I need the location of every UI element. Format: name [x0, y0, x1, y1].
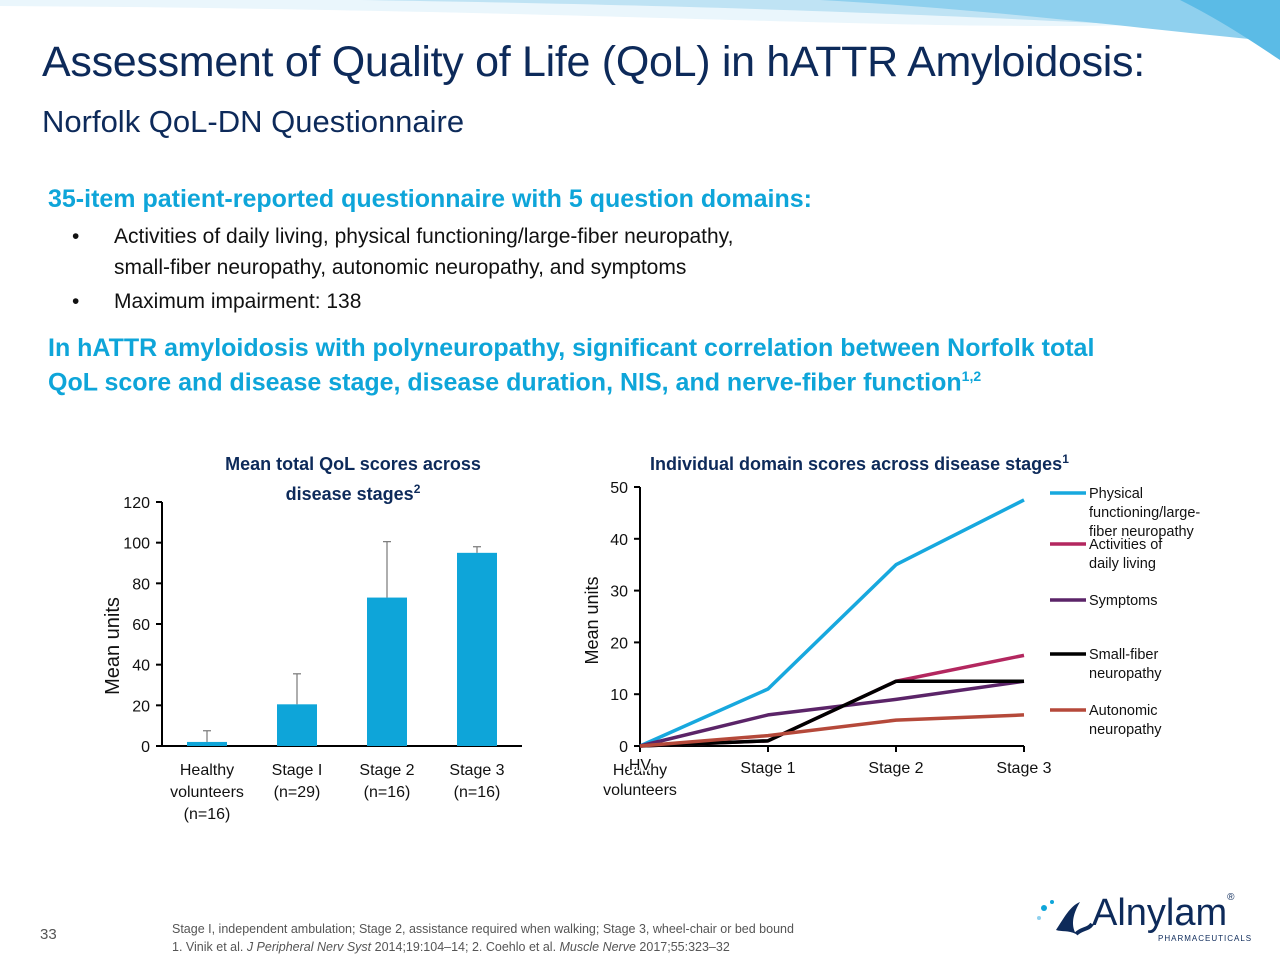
x-category-label: (n=16) — [454, 784, 501, 801]
bar-chart-title-line1: Mean total QoL scores across — [225, 454, 481, 474]
x-category-label: volunteers — [170, 784, 244, 801]
legend-label: fiber neuropathy — [1089, 524, 1195, 540]
footnote-references: 1. Vinik et al. J Peripheral Nerv Syst 2… — [172, 940, 730, 954]
bar-chart-title-line2: disease stages2 — [285, 482, 421, 504]
series-line — [639, 713, 1025, 748]
series-line — [639, 498, 1025, 748]
bullet-text: Maximum impairment: 138 — [114, 290, 362, 313]
logo-registered: ® — [1227, 892, 1235, 903]
series-line — [639, 679, 1024, 748]
y-axis-label: Mean units — [582, 576, 602, 664]
y-tick-label: 100 — [123, 536, 150, 553]
legend-label: functioning/large- — [1089, 505, 1200, 521]
legend-label: Activities of — [1089, 537, 1163, 553]
logo-subtext: PHARMACEUTICALS — [1158, 934, 1253, 943]
x-category-label: Stage 1 — [740, 760, 795, 777]
legend-label: Symptoms — [1089, 593, 1158, 609]
x-category-label: HV — [629, 757, 652, 774]
header-decoration — [0, 0, 1280, 60]
slide-title: Assessment of Quality of Life (QoL) in h… — [42, 38, 1145, 86]
legend-label: daily living — [1089, 556, 1156, 572]
bar-chart: 0 20 40 60 80 100 120 Mean units Healthy voluntee… — [102, 495, 522, 823]
line-chart-title: Individual domain scores across disease … — [650, 452, 1069, 475]
bullet-item: • Maximum impairment: 138 — [72, 290, 361, 314]
slide-number: 33 — [40, 926, 57, 943]
line-chart-title-sup: 1 — [1062, 452, 1069, 466]
y-tick-label: 50 — [610, 480, 628, 497]
correlation-heading-line2: QoL score and disease stage, disease dur… — [48, 368, 981, 397]
line-chart-title-text: Individual domain scores across disease … — [650, 454, 1063, 474]
y-tick-label: 30 — [610, 584, 628, 601]
bullet-text: Activities of daily living, physical fun… — [114, 225, 734, 248]
ref-mid: 2014;19:104–14; 2. Coehlo et al. — [371, 940, 560, 954]
ref-suffix: 2017;55:323–32 — [635, 940, 730, 954]
company-logo: Alnylam® PHARMACEUTICALS — [1030, 890, 1253, 950]
footnote-stages: Stage I, independent ambulation; Stage 2… — [172, 922, 794, 936]
y-tick-label: 40 — [610, 532, 628, 549]
domains-heading: 35-item patient-reported questionnaire w… — [48, 185, 812, 213]
bar — [367, 597, 407, 746]
x-category-label: (n=16) — [364, 784, 411, 801]
ref-journal-2: Muscle Nerve — [559, 940, 636, 954]
ref-prefix: 1. Vinik et al. — [172, 940, 247, 954]
logo-wordmark: Alnylam — [1092, 892, 1228, 934]
x-category-label: Stage 3 — [996, 760, 1051, 777]
y-tick-label: 20 — [610, 635, 628, 652]
x-category-label: Healthy — [180, 762, 234, 779]
correlation-heading-line1: In hATTR amyloidosis with polyneuropathy… — [48, 334, 1095, 362]
y-tick-label: 120 — [123, 495, 150, 512]
slide-subtitle: Norfolk QoL-DN Questionnaire — [42, 104, 465, 139]
y-tick-label: 40 — [132, 658, 150, 675]
bullet-dot: • — [72, 290, 80, 313]
x-category-label: Stage I — [272, 762, 323, 779]
x-category-label: (n=29) — [274, 784, 321, 801]
legend-label: neuropathy — [1089, 722, 1162, 738]
x-category-label: Stage 3 — [449, 762, 504, 779]
bar-chart-title-sup: 2 — [413, 482, 421, 496]
bullet-dot: • — [72, 225, 80, 248]
y-tick-label: 80 — [132, 576, 150, 593]
logo-mark-icon — [1037, 900, 1094, 936]
y-tick-label: 20 — [132, 698, 150, 715]
legend-label: Physical — [1089, 486, 1143, 502]
bullet-item: • Activities of daily living, physical fu… — [72, 225, 733, 249]
x-category-label: volunteers — [603, 782, 677, 799]
ref-journal-1: J Peripheral Nerv Syst — [246, 940, 372, 954]
x-category-label: Stage 2 — [868, 760, 923, 777]
y-tick-label: 0 — [619, 739, 628, 756]
y-tick-label: 10 — [610, 687, 628, 704]
x-category-label: Stage 2 — [359, 762, 414, 779]
bar — [277, 704, 317, 746]
bar — [457, 552, 497, 746]
y-axis-label: Mean units — [102, 597, 124, 695]
x-category-label-overlap: Healthy — [613, 762, 667, 779]
bar — [187, 741, 227, 746]
correlation-heading-sup: 1,2 — [961, 368, 982, 384]
x-category-label: (n=16) — [184, 806, 231, 823]
correlation-heading-text: QoL score and disease stage, disease dur… — [48, 368, 962, 397]
bullet-continuation: small-fiber neuropathy, autonomic neurop… — [114, 256, 687, 279]
legend-label: Small-fiber — [1089, 647, 1158, 663]
series-line — [639, 679, 1025, 748]
bar-chart-title: Mean total QoL scores across disease sta… — [180, 452, 526, 507]
legend-label: Autonomic — [1089, 703, 1158, 719]
y-tick-label: 60 — [132, 617, 150, 634]
y-tick-label: 0 — [141, 739, 150, 756]
logo-text: Alnylam® — [1092, 892, 1235, 935]
legend-label: neuropathy — [1089, 666, 1162, 682]
